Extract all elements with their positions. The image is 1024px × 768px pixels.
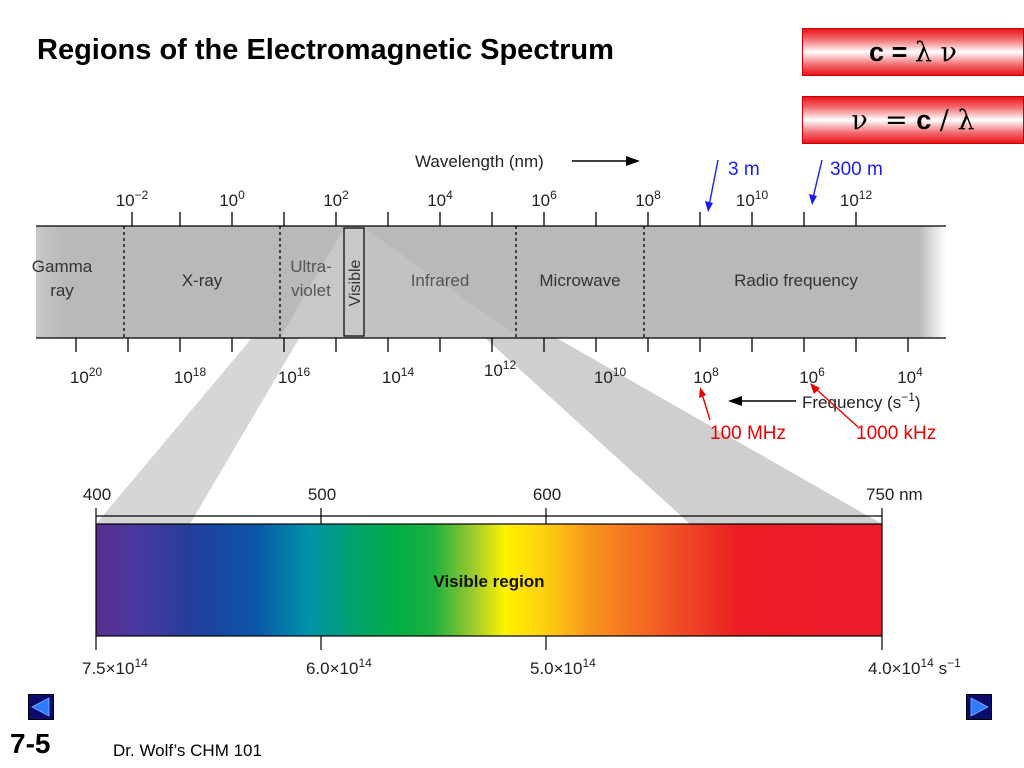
freq-tick-label: 1020: [70, 365, 103, 387]
equation-1-lhs: c =: [869, 36, 915, 67]
slide-title: Regions of the Electromagnetic Spectrum: [37, 34, 614, 66]
freq-tick-label: 1012: [484, 358, 517, 380]
wl-tick-label: 100: [219, 188, 245, 210]
freq-tick-label: 108: [693, 365, 719, 387]
visible-wl-label-500: 500: [308, 485, 336, 504]
visible-freq-label: 4.0×1014 s−1: [868, 656, 961, 678]
wavelength-ticks: [131, 212, 857, 226]
visible-freq-label: 7.5×1014: [82, 656, 148, 678]
annotation-3m-arrow-head: [705, 201, 713, 212]
annotation-100mhz: 100 MHz: [710, 423, 786, 444]
region-radio-frequency: Radio frequency: [734, 271, 858, 290]
freq-tick-label: 106: [799, 365, 825, 387]
annotation-1000khz-arrow-head: [810, 383, 820, 394]
region-microwave: Microwave: [539, 271, 620, 290]
spectrum-band: [36, 226, 946, 338]
wl-tick-label: 10−2: [116, 188, 149, 210]
wl-tick-label: 1012: [840, 188, 873, 210]
equation-nu-c-over-lambda: ν = c / λ: [802, 96, 1024, 144]
equation-2-rhs: / λ: [931, 104, 975, 136]
annotation-100mhz-arrow-line: [701, 393, 711, 421]
visible-wl-label-400: 400: [83, 485, 111, 504]
freq-tick-label: 1018: [174, 365, 207, 387]
next-slide-button[interactable]: [966, 694, 992, 720]
region-gamma-line2: ray: [50, 281, 74, 300]
wavelength-arrow-head: [626, 156, 640, 166]
freq-tick-label: 1010: [594, 365, 627, 387]
annotation-100mhz-arrow-head: [699, 387, 706, 398]
visible-freq-label: 6.0×1014: [306, 656, 372, 678]
frequency-axis-label: Frequency (s−1): [802, 390, 921, 412]
region-visible: Visible: [347, 259, 364, 306]
wl-tick-label: 104: [427, 188, 453, 210]
wavelength-axis-label: Wavelength (nm): [415, 152, 544, 171]
freq-tick-label: 1014: [382, 365, 415, 387]
projection-overlap-left: [280, 228, 344, 338]
region-infrared: Infrared: [411, 271, 470, 290]
annotation-300m-arrow-head: [809, 194, 817, 205]
annotation-1000khz-arrow-line: [815, 388, 859, 428]
wl-tick-label: 102: [323, 188, 349, 210]
equation-1-rhs: λ ν: [914, 36, 957, 68]
visible-region-band: [95, 523, 883, 637]
visible-wl-label-600: 600: [533, 485, 561, 504]
arrow-left-icon: [31, 697, 50, 717]
freq-tick-label: 104: [897, 365, 923, 387]
frequency-ticks: [75, 338, 909, 352]
equation-2-c: c: [916, 104, 932, 135]
region-uv-line2: violet: [291, 281, 331, 300]
wl-tick-label: 1010: [736, 188, 769, 210]
annotation-300m-arrow-line: [812, 159, 823, 199]
region-xray: X-ray: [182, 271, 223, 290]
visible-region-label: Visible region: [433, 572, 544, 591]
slide-number: 7-5: [10, 728, 51, 759]
visible-wl-label-750: 750 nm: [866, 485, 923, 504]
arrow-right-icon: [970, 697, 989, 717]
footer-course-label: Dr. Wolf’s CHM 101: [113, 741, 262, 760]
wl-tick-label: 108: [635, 188, 661, 210]
projection-overlap-right: [364, 228, 520, 338]
visible-freq-label: 5.0×1014: [530, 656, 596, 678]
frequency-arrow-head: [728, 396, 742, 406]
annotation-3m: 3 m: [728, 159, 760, 180]
annotation-300m: 300 m: [830, 159, 883, 180]
annotation-1000khz: 1000 kHz: [856, 423, 936, 444]
previous-slide-button[interactable]: [28, 694, 54, 720]
region-gamma-line1: Gamma: [32, 257, 93, 276]
annotation-3m-arrow-line: [708, 159, 719, 207]
wl-tick-label: 106: [531, 188, 557, 210]
equation-c-lambda-nu: c = λ ν: [802, 28, 1024, 76]
equation-2-lhs: ν =: [851, 104, 917, 136]
region-uv-line1: Ultra-: [290, 257, 332, 276]
visible-band-box: [343, 227, 365, 337]
freq-tick-label: 1016: [278, 365, 311, 387]
